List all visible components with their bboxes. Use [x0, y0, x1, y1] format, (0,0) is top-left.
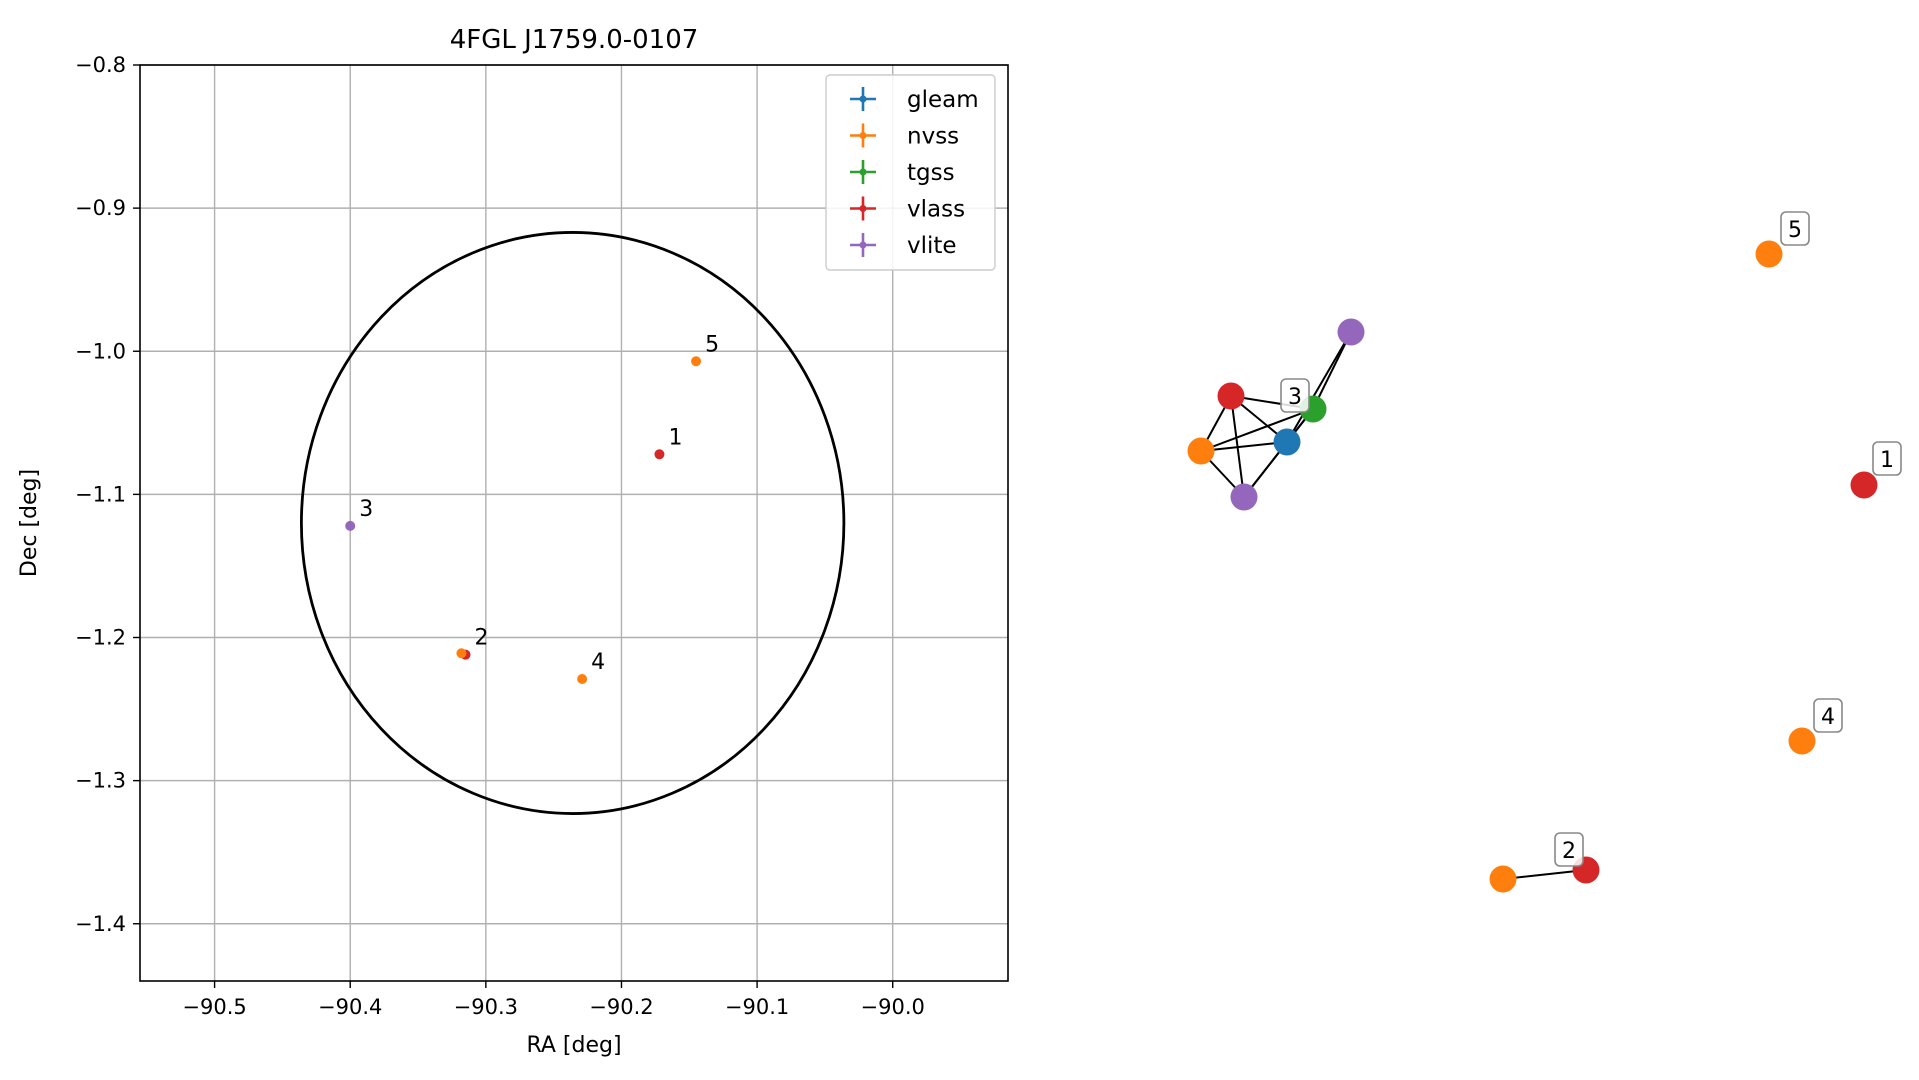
network-node	[1489, 865, 1517, 893]
x-tick-label: −90.3	[454, 995, 518, 1019]
network-node	[1187, 437, 1215, 465]
y-tick-label: −1.1	[75, 482, 126, 506]
source-point-label: 5	[705, 332, 719, 357]
network-node-labels: 3 5 1 4 2	[1280, 211, 1902, 867]
legend-item-nvss: nvss	[850, 123, 959, 150]
source-point-nvss	[691, 356, 702, 367]
network-node-label: 3	[1280, 378, 1310, 413]
network-graph: 3 5 1 4 2	[1187, 211, 1902, 893]
y-axis-label: Dec [deg]	[17, 469, 42, 577]
network-node-label-box	[1280, 378, 1310, 413]
network-node-label-text: 2	[1562, 839, 1576, 864]
source-point-label: 2	[475, 626, 489, 651]
network-edge	[1502, 869, 1587, 880]
legend-marker-gleam	[859, 95, 867, 103]
legend-label: gleam	[907, 87, 979, 113]
network-edges	[1200, 331, 1587, 880]
network-node-label: 1	[1872, 441, 1902, 476]
legend-item-tgss: tgss	[850, 160, 955, 186]
plot-frame	[139, 64, 1009, 982]
y-tick-label: −1.3	[75, 769, 126, 793]
network-node	[1337, 318, 1365, 346]
y-tick-label: −1.4	[75, 912, 126, 936]
legend-marker-vlass	[859, 205, 867, 212]
legend-item-vlass: vlass	[850, 196, 965, 223]
x-tick-label: −90.0	[861, 995, 925, 1019]
axis-ticks: −90.5 −90.4 −90.3 −90.2 −90.1 −90.0 −0.8 −0.9 −1…	[75, 53, 925, 1019]
legend-box	[825, 74, 996, 271]
network-node-label-box	[1872, 441, 1902, 476]
legend-marker-vlite	[859, 241, 867, 249]
network-node-label-text: 3	[1288, 385, 1302, 410]
y-tick-label: −1.0	[75, 339, 126, 363]
network-node-label: 2	[1554, 832, 1584, 867]
source-point-nvss	[577, 674, 588, 685]
network-edge	[1312, 331, 1352, 410]
network-node-label: 5	[1780, 211, 1810, 246]
legend-label: nvss	[907, 124, 959, 150]
uncertainty-ellipse	[299, 231, 846, 815]
y-tick-label: −1.2	[75, 626, 126, 650]
x-tick-label: −90.4	[318, 995, 382, 1019]
network-node-label-box	[1780, 211, 1810, 246]
network-node-label-text: 4	[1821, 705, 1835, 730]
source-point-label: 1	[668, 425, 682, 450]
network-node	[1850, 471, 1878, 499]
network-node	[1273, 428, 1301, 456]
network-node-label: 4	[1813, 698, 1843, 733]
network-edge	[1286, 331, 1352, 443]
legend-label: tgss	[907, 160, 955, 186]
uncertainty-ellipse-group	[299, 231, 846, 815]
network-node-label-text: 5	[1788, 218, 1802, 243]
source-point-vlite	[345, 520, 356, 531]
y-tick-label: −0.9	[75, 196, 126, 220]
source-point-label: 3	[359, 497, 373, 522]
source-points: 1 2 3 4 5	[345, 332, 719, 685]
legend-marker-tgss	[859, 168, 867, 176]
legend-item-vlite: vlite	[850, 233, 957, 259]
network-node	[1755, 240, 1783, 268]
source-point-vlass	[654, 449, 665, 460]
network-node-label-box	[1813, 698, 1843, 733]
x-axis-label: RA [deg]	[526, 1033, 621, 1058]
network-node-label-box	[1554, 832, 1584, 867]
legend-label: vlite	[907, 233, 957, 259]
legend-marker-nvss	[859, 132, 867, 139]
network-node	[1217, 382, 1245, 410]
chart-title: 4FGL J1759.0-0107	[450, 25, 699, 55]
y-tick-label: −0.8	[75, 53, 126, 77]
source-point-label: 4	[591, 650, 605, 675]
legend-label: vlass	[907, 197, 965, 223]
x-tick-label: −90.2	[589, 995, 653, 1019]
legend: gleam nvss tgss vlass vlite	[825, 74, 996, 271]
network-node	[1230, 483, 1258, 511]
legend-item-gleam: gleam	[850, 87, 979, 113]
x-tick-label: −90.5	[182, 995, 246, 1019]
source-point-nvss	[456, 648, 467, 659]
x-tick-label: −90.1	[725, 995, 789, 1019]
network-node-label-text: 1	[1880, 448, 1894, 473]
network-node	[1788, 727, 1816, 755]
network-nodes	[1187, 240, 1878, 893]
network-edge	[1200, 441, 1288, 452]
network-edge	[1200, 408, 1314, 452]
